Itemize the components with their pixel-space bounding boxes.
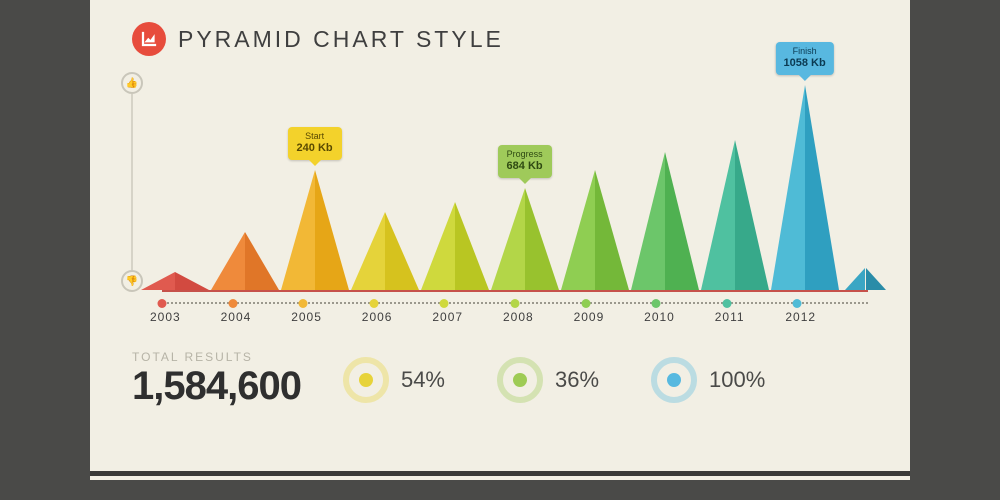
stat-ring-icon xyxy=(343,357,389,403)
year-dot xyxy=(158,299,167,308)
stat: 36% xyxy=(497,357,599,403)
year-dot xyxy=(228,299,237,308)
year-dot xyxy=(793,299,802,308)
year-dot xyxy=(299,299,308,308)
year-dot xyxy=(369,299,378,308)
total-results: TOTAL RESULTS 1,584,600 xyxy=(132,350,301,409)
year-label: 2005 xyxy=(291,310,362,324)
stat-pct: 100% xyxy=(709,367,765,393)
thumbs-up-icon: 👍 xyxy=(121,72,143,94)
year-dot xyxy=(581,299,590,308)
year-label: 2007 xyxy=(432,310,503,324)
stat-pct: 54% xyxy=(401,367,445,393)
chart-card: PYRAMID CHART STYLE 👍 👎 Start240 Kb Progr… xyxy=(90,0,910,480)
stat-ring-icon xyxy=(651,357,697,403)
year-label: 2012 xyxy=(785,310,856,324)
stat: 54% xyxy=(343,357,445,403)
year-label: 2009 xyxy=(574,310,645,324)
year-label: 2004 xyxy=(221,310,292,324)
chart-callout: Progress684 Kb xyxy=(498,145,552,178)
year-dots xyxy=(162,296,868,310)
stat-pct: 36% xyxy=(555,367,599,393)
bottom-divider xyxy=(90,471,910,476)
year-axis: 2003200420052006200720082009201020112012 xyxy=(162,310,868,324)
year-label: 2006 xyxy=(362,310,433,324)
vertical-axis: 👍 👎 xyxy=(122,72,142,292)
footer: TOTAL RESULTS 1,584,600 54% 36% 100% xyxy=(132,350,868,409)
total-value: 1,584,600 xyxy=(132,364,301,409)
year-label: 2010 xyxy=(644,310,715,324)
stat-ring-icon xyxy=(497,357,543,403)
stat: 100% xyxy=(651,357,765,403)
header: PYRAMID CHART STYLE xyxy=(132,22,868,56)
year-dot xyxy=(440,299,449,308)
stats-row: 54% 36% 100% xyxy=(343,357,765,403)
total-caption: TOTAL RESULTS xyxy=(132,350,301,364)
year-dot xyxy=(722,299,731,308)
chart-callout: Start240 Kb xyxy=(288,127,342,160)
year-label: 2003 xyxy=(150,310,221,324)
year-dot xyxy=(652,299,661,308)
year-dot xyxy=(510,299,519,308)
year-label: 2008 xyxy=(503,310,574,324)
pyramid-area: Start240 KbProgress684 KbFinish1058 Kb xyxy=(162,80,868,290)
chart-baseline xyxy=(162,290,868,292)
year-label: 2011 xyxy=(715,310,786,324)
pyramid-chart: 👍 👎 Start240 KbProgress684 KbFinish1058 … xyxy=(132,62,868,312)
chart-badge-icon xyxy=(132,22,166,56)
page-title: PYRAMID CHART STYLE xyxy=(178,26,504,53)
